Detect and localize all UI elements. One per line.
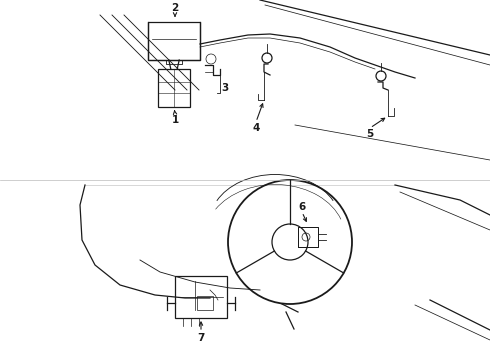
Bar <box>148 22 200 60</box>
Text: 7: 7 <box>197 333 205 343</box>
Text: 5: 5 <box>367 129 374 139</box>
Text: 6: 6 <box>298 202 306 212</box>
Text: 3: 3 <box>221 83 229 93</box>
Bar <box>197 296 213 310</box>
Text: 4: 4 <box>252 123 260 133</box>
Bar <box>158 69 190 107</box>
Bar <box>175 276 227 318</box>
Text: 2: 2 <box>172 3 179 13</box>
Text: 1: 1 <box>172 115 179 125</box>
